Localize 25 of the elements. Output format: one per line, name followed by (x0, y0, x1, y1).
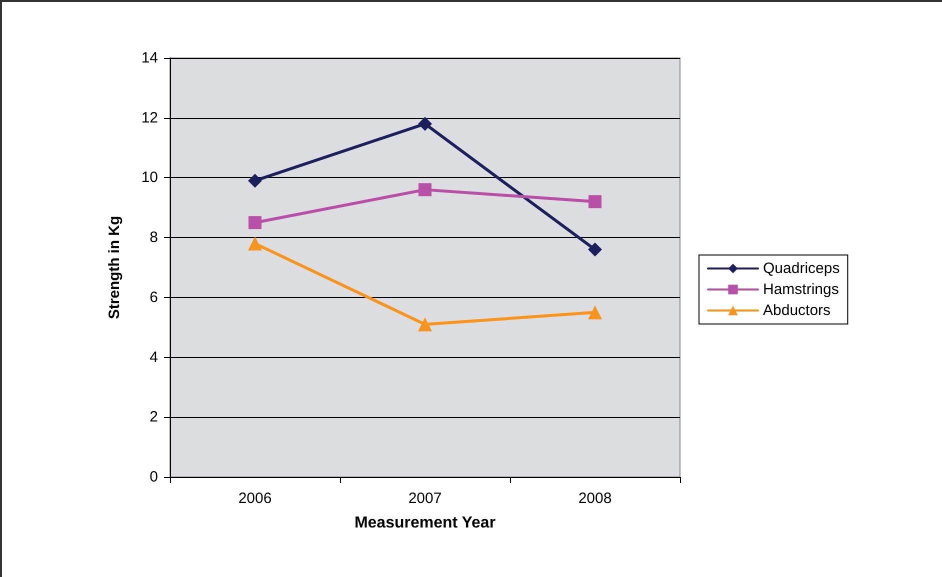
y-tick-label: 6 (150, 288, 158, 306)
y-axis-title: Strength in Kg (106, 216, 123, 320)
point (588, 305, 602, 320)
y-tick-label: 4 (150, 348, 158, 366)
legend-label: Hamstrings (763, 281, 839, 298)
point (418, 317, 432, 332)
legend-label: Abductors (763, 302, 831, 319)
point (248, 174, 262, 188)
point (588, 242, 602, 257)
y-tick-label: 0 (150, 468, 158, 486)
y-tick-label: 2 (150, 408, 158, 426)
y-tick-label: 12 (141, 109, 158, 126)
x-tick-label: 2008 (578, 490, 612, 507)
y-tick-label: 14 (141, 50, 158, 66)
x-tick-label: 2007 (408, 490, 442, 507)
x-axis-title: Measurement Year (354, 514, 496, 532)
legend-label: Quadriceps (763, 260, 840, 277)
point (418, 116, 432, 131)
point (588, 195, 602, 208)
y-tick-label: 10 (141, 169, 158, 186)
point (248, 216, 262, 230)
point (248, 236, 262, 251)
y-tick-label: 8 (150, 229, 158, 246)
x-tick-label: 2006 (238, 490, 272, 507)
point (418, 183, 432, 196)
